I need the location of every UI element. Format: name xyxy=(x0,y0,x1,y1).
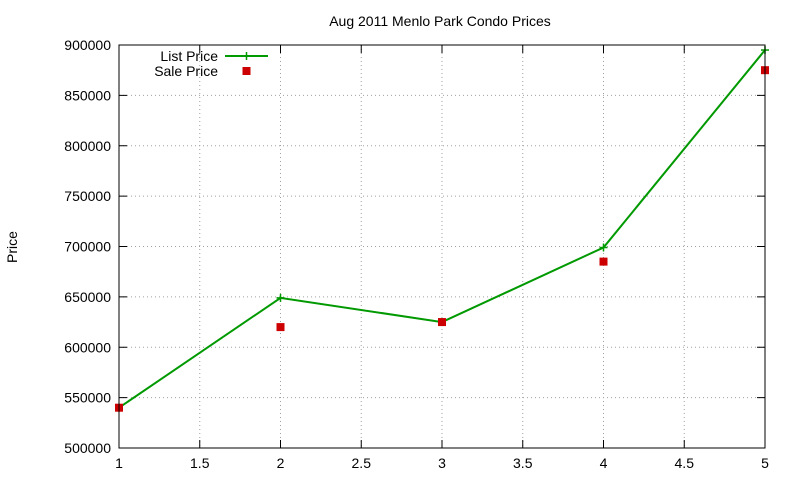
grid xyxy=(119,45,765,448)
plot-frame xyxy=(118,44,766,449)
y-tick-label: 650000 xyxy=(64,289,111,305)
series-0 xyxy=(115,46,769,412)
x-tick-label: 1 xyxy=(115,455,123,471)
x-tick-labels: 1 1.5 2 2.5 3 3.5 4 4.5 5 xyxy=(115,455,769,471)
chart-title: Aug 2011 Menlo Park Condo Prices xyxy=(329,13,551,29)
series-line xyxy=(118,49,766,409)
data-point-square xyxy=(438,318,446,327)
legend-swatch-plus xyxy=(242,52,251,60)
y-tick-label: 800000 xyxy=(64,138,111,154)
y-tick-label: 550000 xyxy=(64,390,111,406)
y-tick-label: 850000 xyxy=(64,87,111,103)
legend-swatch-square xyxy=(242,67,251,75)
y-tick-label: 750000 xyxy=(64,188,111,204)
y-tick-labels: 500000 550000 600000 650000 700000 750000 8000… xyxy=(64,37,111,456)
data-point-plus xyxy=(599,243,608,252)
series xyxy=(115,46,769,412)
data-point-square xyxy=(276,323,285,332)
x-tick-label: 1.5 xyxy=(190,455,210,471)
x-tick-label: 4.5 xyxy=(675,455,695,471)
x-tick-label: 3 xyxy=(438,455,446,471)
data-point-plus xyxy=(276,293,285,302)
x-tick-label: 2 xyxy=(277,455,285,471)
y-tick-label: 600000 xyxy=(64,339,111,355)
legend-label: List Price xyxy=(160,48,218,64)
y-axis-label: Price xyxy=(4,231,20,263)
x-tick-label: 5 xyxy=(761,455,769,471)
y-tick-label: 700000 xyxy=(64,239,111,255)
x-tick-label: 2.5 xyxy=(352,455,372,471)
y-tick-label: 500000 xyxy=(64,440,111,456)
x-tick-label: 3.5 xyxy=(513,455,533,471)
x-tick-label: 4 xyxy=(600,455,608,471)
legend-label: Sale Price xyxy=(154,63,218,79)
series-1 xyxy=(115,66,769,412)
data-point-square xyxy=(599,257,608,266)
y-tick-label: 900000 xyxy=(64,37,111,53)
